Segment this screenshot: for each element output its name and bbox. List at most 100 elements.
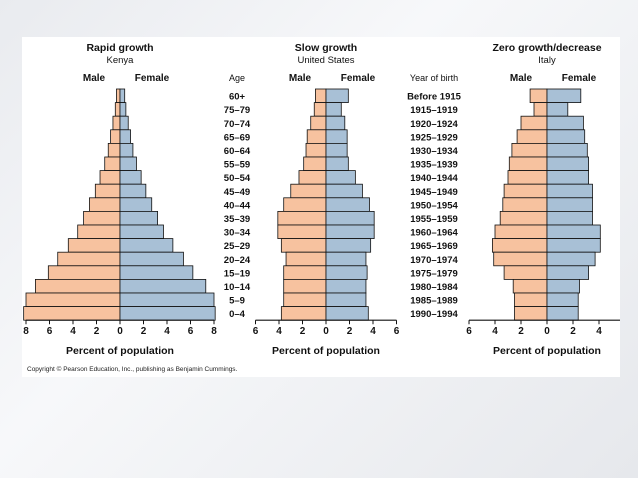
male-bar — [507, 170, 548, 185]
female-bar — [325, 88, 349, 104]
x-tick-label: 0 — [544, 326, 550, 337]
birth-year-label: 1925–1929 — [410, 132, 458, 143]
female-bar — [546, 115, 584, 131]
male-bar — [512, 278, 548, 294]
birth-year-label: Before 1915 — [407, 92, 462, 103]
age-label: 0–4 — [229, 309, 246, 320]
female-bar — [119, 143, 134, 158]
male-bar — [503, 183, 548, 199]
female-bar — [546, 292, 579, 308]
male-bar — [306, 129, 327, 144]
age-label: 25–29 — [224, 241, 250, 252]
male-bar — [503, 265, 548, 280]
female-bar — [325, 265, 368, 280]
male-bar — [34, 278, 121, 294]
birth-year-label: 1955–1959 — [410, 214, 458, 225]
male-bar — [283, 265, 327, 280]
female-bar — [325, 306, 369, 321]
male-bar — [508, 156, 548, 172]
age-label: 65–69 — [224, 132, 250, 143]
female-bar — [546, 265, 589, 280]
age-label: 70–74 — [224, 119, 251, 130]
female-bar — [546, 278, 580, 294]
male-bar — [83, 210, 121, 226]
female-bar — [325, 143, 348, 158]
age-structure-diagrams: Age Year of birth 60+ 75–79 70–74 65–69 60–6… — [23, 42, 620, 357]
birth-year-label: 1940–1944 — [410, 173, 458, 184]
male-bar — [285, 251, 327, 267]
x-axis-label: Percent of population — [272, 345, 380, 357]
female-bar — [546, 156, 589, 172]
female-bar — [325, 183, 363, 199]
female-bar — [119, 170, 142, 185]
x-tick-label: 2 — [141, 326, 147, 337]
female-bar — [119, 156, 137, 172]
female-bar — [325, 129, 348, 144]
x-tick-label: 2 — [347, 326, 353, 337]
x-tick-label: 6 — [253, 326, 259, 337]
female-bar — [119, 292, 215, 308]
chart-title: Zero growth/decrease — [492, 42, 601, 54]
birth-year-label: 1965–1969 — [410, 241, 458, 252]
male-bar — [305, 143, 327, 158]
female-bar — [119, 102, 127, 117]
female-bar — [325, 251, 367, 267]
female-bar — [546, 183, 593, 199]
male-bar — [313, 102, 327, 117]
female-bar — [119, 265, 194, 280]
female-bar — [325, 292, 367, 308]
male-bar — [25, 292, 121, 308]
male-bar — [514, 292, 548, 308]
male-bar — [529, 88, 548, 104]
female-bar — [119, 210, 158, 226]
male-bar — [493, 251, 548, 267]
male-bar — [67, 238, 121, 253]
male-bar — [502, 197, 548, 212]
chart-subtitle: Italy — [538, 55, 556, 66]
female-bar — [325, 102, 342, 117]
male-bar — [89, 197, 121, 212]
female-bar — [119, 251, 184, 267]
age-label: 50–54 — [224, 173, 251, 184]
male-bar — [94, 183, 121, 199]
birth-year-label: 1970–1974 — [410, 255, 458, 266]
legend-female: Female — [135, 73, 170, 84]
chart-subtitle: Kenya — [107, 55, 135, 66]
female-bar — [325, 115, 346, 131]
birth-year-column-header: Year of birth — [410, 73, 458, 83]
copyright-notice: Copyright © Pearson Education, Inc., pub… — [27, 366, 238, 373]
female-bar — [546, 306, 579, 321]
age-label: 30–34 — [224, 228, 251, 239]
birth-year-label: 1945–1949 — [410, 187, 458, 198]
birth-year-labels: Before 1915 1915–1919 1920–1924 1925–1929 19… — [407, 92, 462, 321]
female-bar — [325, 197, 370, 212]
male-bar — [283, 278, 327, 294]
x-tick-label: 6 — [466, 326, 472, 337]
male-bar — [511, 143, 548, 158]
male-bar — [491, 238, 548, 253]
birth-year-label: 1920–1924 — [410, 119, 458, 130]
female-bar — [119, 224, 164, 240]
male-bar — [283, 197, 327, 212]
female-bar — [325, 224, 375, 240]
x-tick-label: 4 — [370, 326, 376, 337]
x-tick-label: 0 — [117, 326, 123, 337]
female-bar — [546, 224, 601, 240]
x-tick-label: 6 — [394, 326, 400, 337]
chart-title: Rapid growth — [86, 42, 153, 54]
legend-male: Male — [510, 73, 533, 84]
female-bar — [546, 143, 588, 158]
male-bar — [110, 129, 121, 144]
x-tick-label: 8 — [211, 326, 217, 337]
chart-subtitle: United States — [297, 55, 354, 66]
birth-year-label: 1915–1919 — [410, 105, 458, 116]
age-label: 45–49 — [224, 187, 250, 198]
male-bar — [280, 238, 327, 253]
age-label: 10–14 — [224, 282, 251, 293]
age-label: 60–64 — [224, 146, 251, 157]
x-tick-label: 2 — [300, 326, 306, 337]
age-label: 15–19 — [224, 268, 250, 279]
